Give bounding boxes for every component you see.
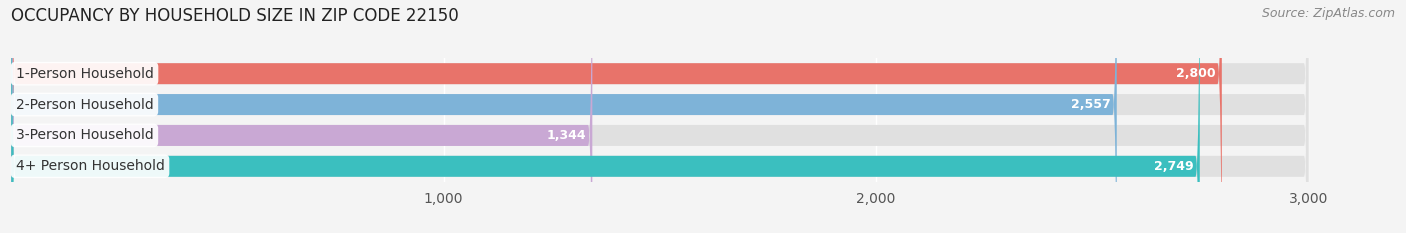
Text: 3-Person Household: 3-Person Household bbox=[15, 128, 153, 142]
Text: 2,557: 2,557 bbox=[1070, 98, 1111, 111]
Text: OCCUPANCY BY HOUSEHOLD SIZE IN ZIP CODE 22150: OCCUPANCY BY HOUSEHOLD SIZE IN ZIP CODE … bbox=[11, 7, 458, 25]
FancyBboxPatch shape bbox=[11, 0, 1308, 233]
Text: 2,749: 2,749 bbox=[1154, 160, 1194, 173]
Text: 2-Person Household: 2-Person Household bbox=[15, 98, 153, 112]
FancyBboxPatch shape bbox=[11, 0, 592, 233]
Text: 1,344: 1,344 bbox=[546, 129, 586, 142]
FancyBboxPatch shape bbox=[11, 0, 1308, 233]
Text: 1-Person Household: 1-Person Household bbox=[15, 67, 153, 81]
FancyBboxPatch shape bbox=[11, 0, 1308, 233]
FancyBboxPatch shape bbox=[11, 0, 1308, 233]
Text: 4+ Person Household: 4+ Person Household bbox=[15, 159, 165, 173]
Text: Source: ZipAtlas.com: Source: ZipAtlas.com bbox=[1261, 7, 1395, 20]
FancyBboxPatch shape bbox=[11, 0, 1116, 233]
Text: 2,800: 2,800 bbox=[1175, 67, 1215, 80]
FancyBboxPatch shape bbox=[11, 0, 1222, 233]
FancyBboxPatch shape bbox=[11, 0, 1199, 233]
